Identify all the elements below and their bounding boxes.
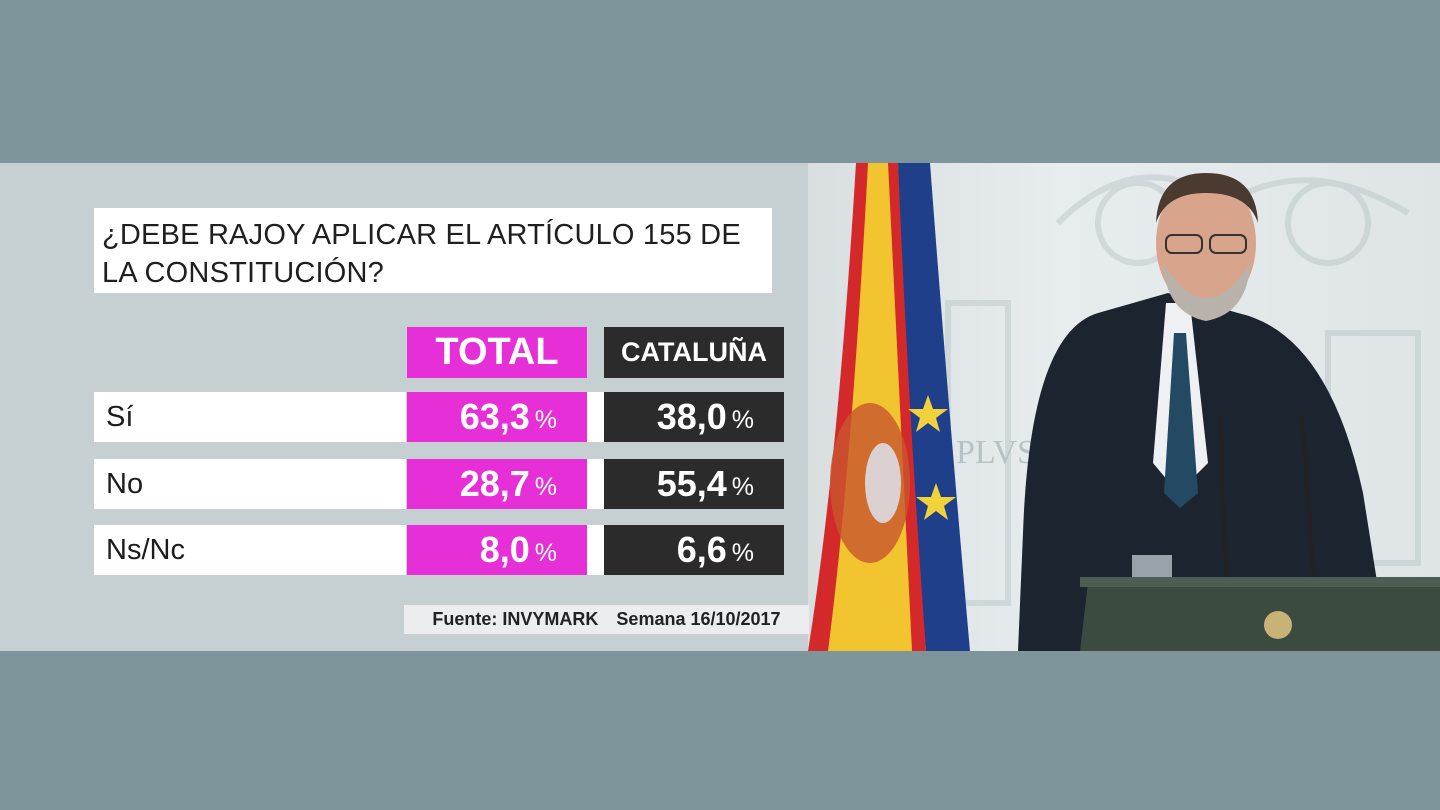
value-total-nsnc: 8,0	[479, 529, 530, 570]
percent-sign: %	[731, 538, 754, 567]
value-cataluna-si: 38,0	[656, 396, 727, 437]
speaker-photo: PLVS	[808, 163, 1440, 651]
eu-flag-icon	[898, 163, 970, 651]
podium-icon	[1080, 577, 1440, 651]
question-line-2: LA CONSTITUCIÓN?	[102, 257, 384, 289]
value-total-no: 28,7	[459, 463, 530, 504]
row-gap	[587, 459, 604, 509]
cell-total-si: 63,3%	[407, 392, 587, 442]
speaker-photo-illustration: PLVS	[808, 163, 1440, 651]
cell-cataluna-no: 55,4%	[604, 459, 784, 509]
percent-sign: %	[731, 405, 754, 434]
cell-cataluna-nsnc: 6,6%	[604, 525, 784, 575]
value-total-si: 63,3	[459, 396, 530, 437]
spain-flag-icon	[808, 163, 926, 651]
plvs-ultra-text-icon: PLVS	[956, 434, 1036, 471]
row-label-si: Sí	[94, 392, 406, 442]
percent-sign: %	[534, 538, 557, 567]
cell-total-no: 28,7%	[407, 459, 587, 509]
value-cataluna-no: 55,4	[656, 463, 727, 504]
microphone-icon	[1218, 412, 1316, 584]
row-label-no: No	[94, 459, 406, 509]
question-box: ¿DEBE RAJOY APLICAR EL ARTÍCULO 155 DE L…	[94, 208, 772, 293]
source-week: Semana 16/10/2017	[616, 609, 781, 629]
percent-sign: %	[534, 472, 557, 501]
cell-total-nsnc: 8,0%	[407, 525, 587, 575]
row-gap	[587, 525, 604, 575]
question-line-1: ¿DEBE RAJOY APLICAR EL ARTÍCULO 155 DE	[102, 219, 741, 251]
percent-sign: %	[731, 472, 754, 501]
percent-sign: %	[534, 405, 557, 434]
column-header-cataluna: CATALUÑA	[604, 327, 784, 378]
face-icon	[1156, 175, 1256, 311]
column-header-total: TOTAL	[407, 327, 587, 378]
speaker-figure-icon	[1018, 173, 1388, 651]
source-caption: Fuente: INVYMARK Semana 16/10/2017	[404, 605, 809, 634]
value-cataluna-nsnc: 6,6	[676, 529, 727, 570]
podium-coat-of-arms-icon	[1264, 611, 1292, 639]
source-name: Fuente: INVYMARK	[432, 609, 599, 629]
row-gap	[587, 392, 604, 442]
row-label-nsnc: Ns/Nc	[94, 525, 406, 575]
cell-cataluna-si: 38,0%	[604, 392, 784, 442]
